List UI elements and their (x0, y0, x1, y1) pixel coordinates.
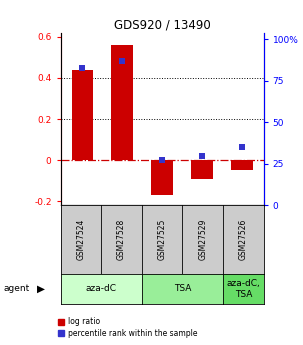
Title: GDS920 / 13490: GDS920 / 13490 (114, 19, 211, 32)
Text: GSM27529: GSM27529 (198, 219, 207, 260)
Text: TSA: TSA (174, 284, 191, 294)
Text: aza-dC: aza-dC (86, 284, 117, 294)
Bar (72, 70, 93, 160)
Bar (112, 45, 133, 160)
Text: agent: agent (3, 284, 29, 294)
Bar (231, 160, 253, 170)
Text: GSM27528: GSM27528 (117, 219, 126, 260)
Text: GSM27525: GSM27525 (158, 219, 167, 260)
Legend: log ratio, percentile rank within the sample: log ratio, percentile rank within the sa… (58, 317, 197, 338)
Text: GSM27526: GSM27526 (239, 219, 248, 260)
Text: GSM27524: GSM27524 (76, 219, 85, 260)
Text: ▶: ▶ (37, 284, 45, 294)
Bar (151, 160, 173, 195)
Bar (191, 160, 213, 179)
Text: aza-dC,
TSA: aza-dC, TSA (226, 279, 260, 299)
